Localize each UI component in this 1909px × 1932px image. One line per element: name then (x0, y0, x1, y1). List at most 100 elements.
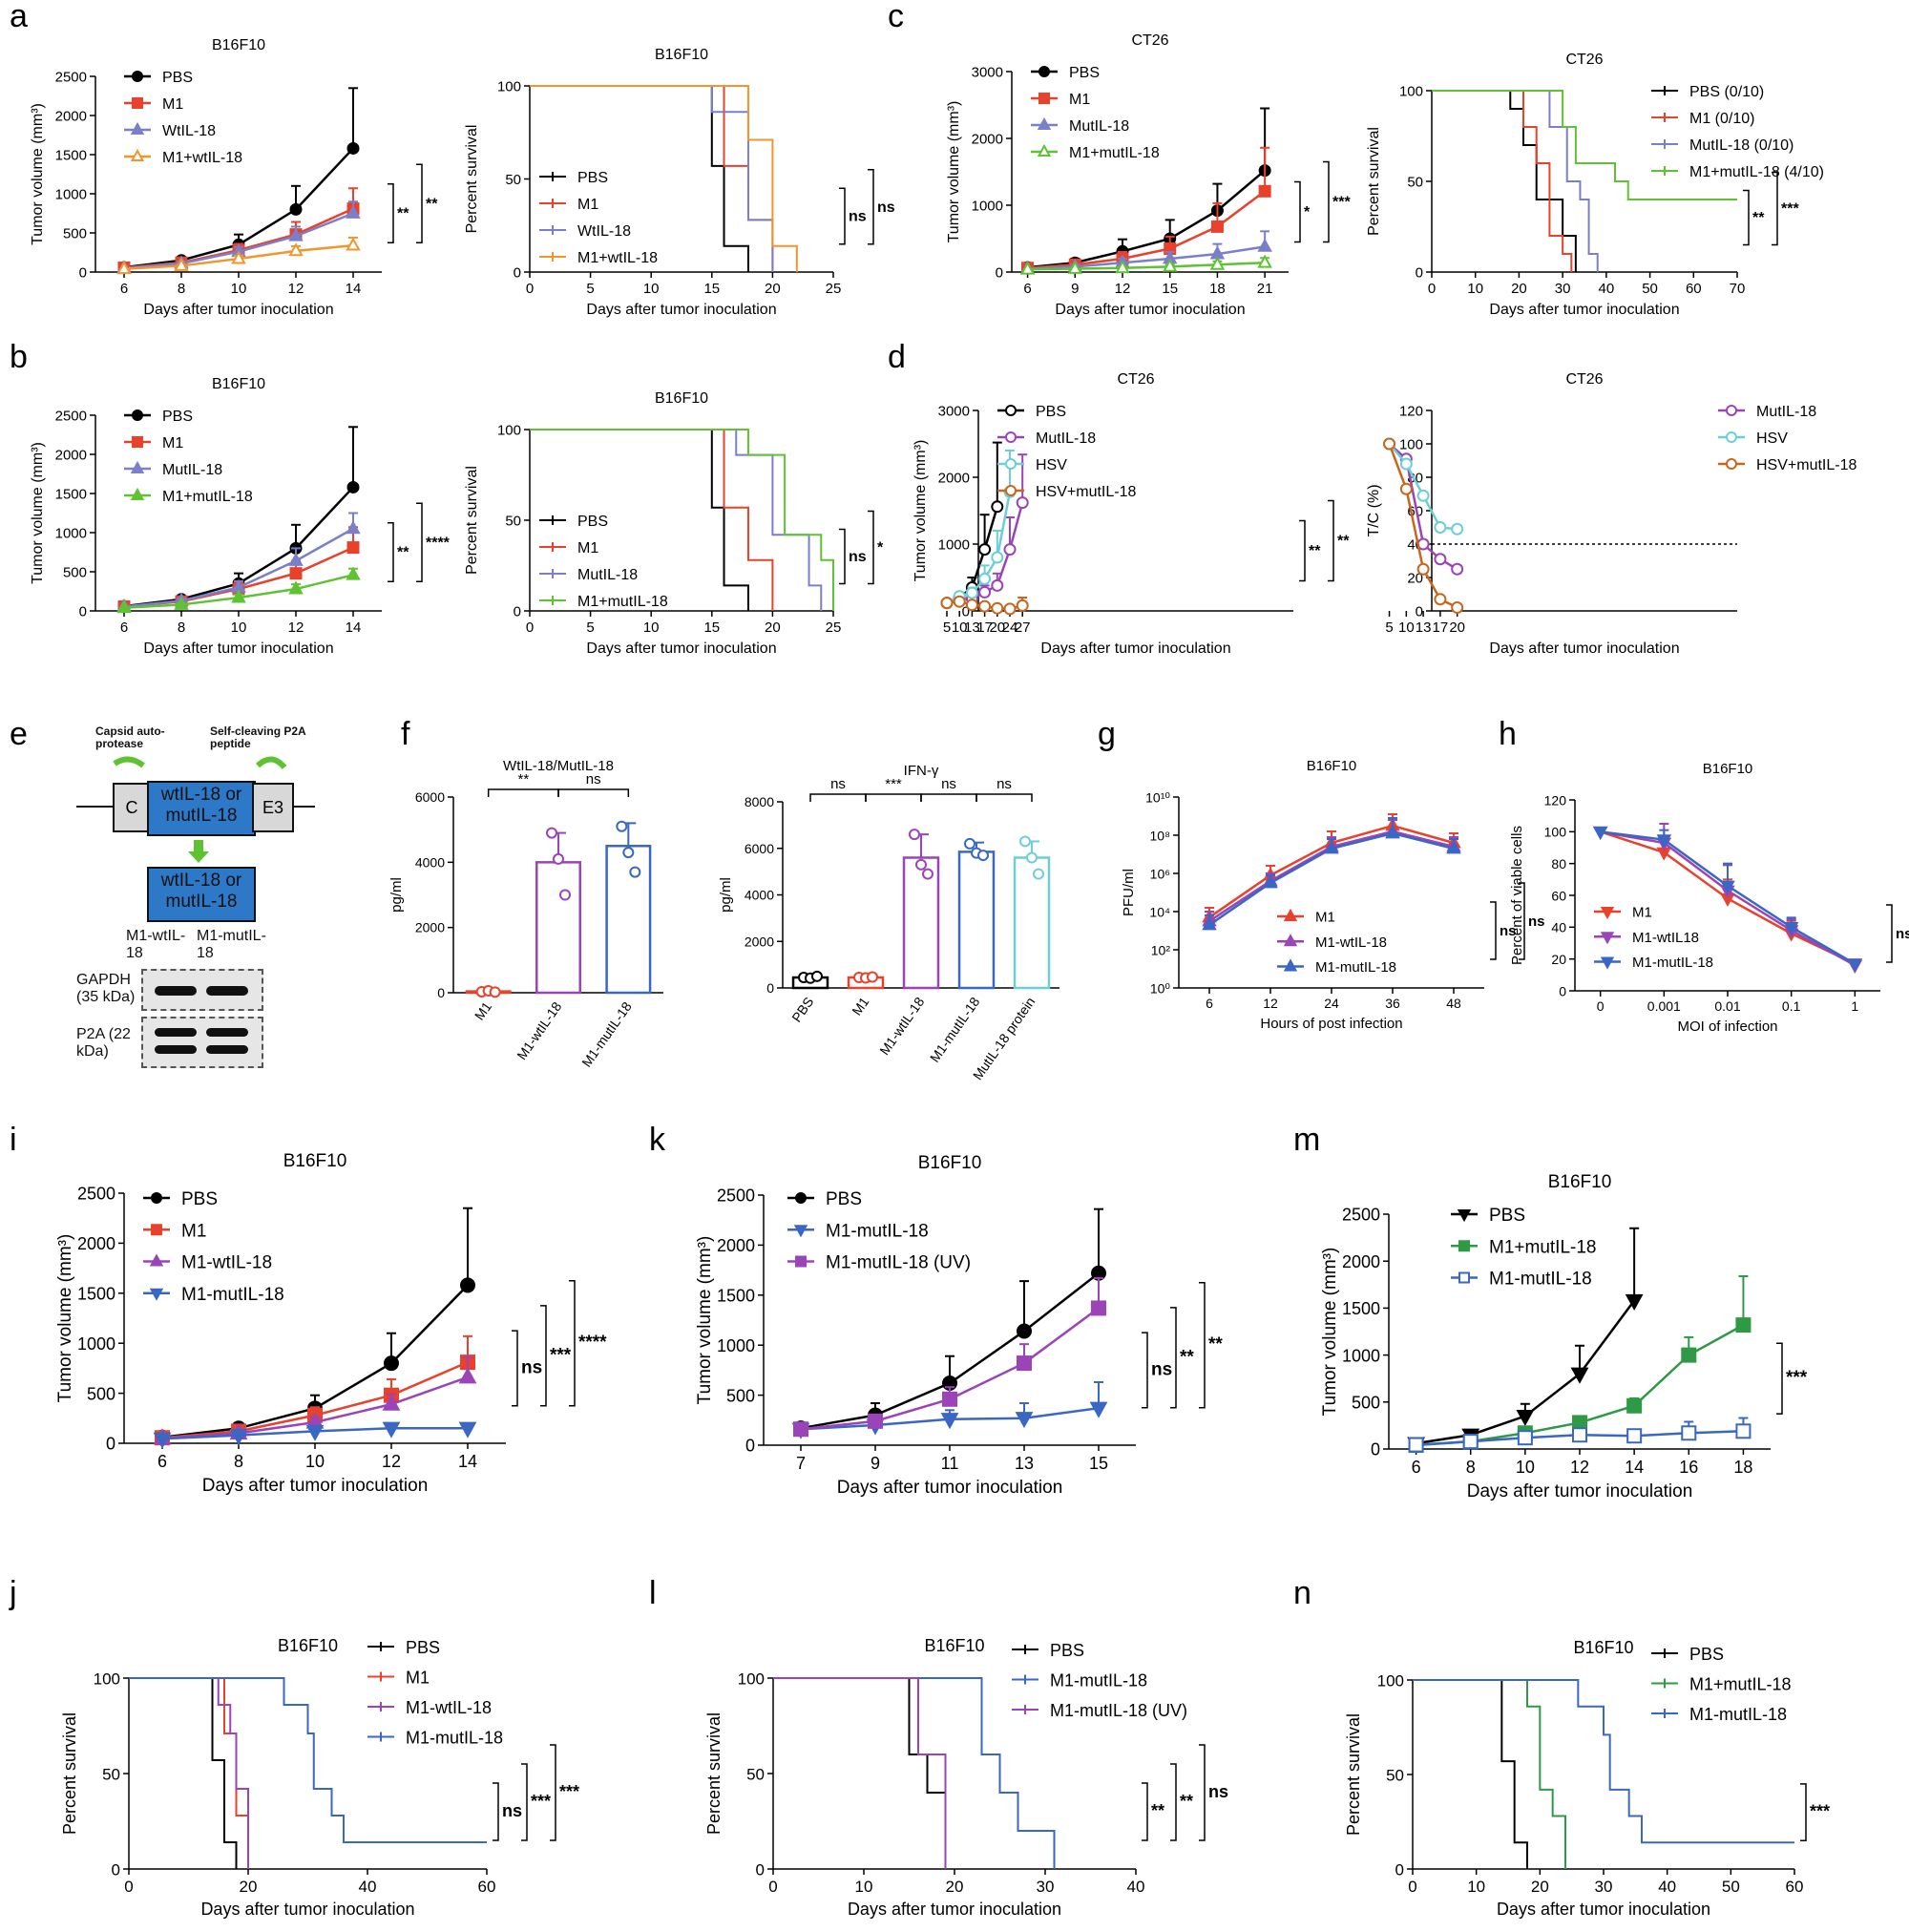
series-line (1388, 443, 1458, 531)
category-label: MutIL-18 protein (970, 995, 1038, 1083)
data-point (964, 837, 975, 850)
survival-curve-m1 (530, 429, 774, 611)
panel-letter-i: i (10, 1122, 17, 1158)
chart-title: B16F10 (278, 1636, 338, 1655)
p2a-arrow-icon (255, 756, 287, 770)
survival-curve-m1-mutil-18 (1413, 1679, 1794, 1844)
sig-bracket (975, 793, 1033, 802)
sig-label: ns (996, 776, 1012, 792)
survival-curve-pbs-0-10- (1432, 90, 1577, 272)
legend-label: HSV (1036, 457, 1067, 473)
y-tick-label: 0 (1416, 265, 1423, 282)
x-tick-label: 8 (234, 1452, 243, 1471)
data-point (1115, 260, 1130, 274)
x-tick-label: 0.01 (1714, 998, 1740, 1014)
y-tick-label: 50 (1386, 1766, 1404, 1784)
x-tick-label: 15 (703, 281, 720, 297)
data-point (1202, 916, 1217, 931)
legend-label: M1 (162, 96, 183, 113)
sig-bracket (1772, 171, 1778, 246)
legend-marker (1726, 431, 1737, 443)
legend-marker (793, 1225, 808, 1238)
sig-bracket (388, 522, 394, 582)
data-point (1434, 521, 1447, 534)
data-point (288, 242, 304, 257)
legend-marker (1600, 956, 1615, 970)
data-point (1017, 1355, 1032, 1372)
data-point (288, 580, 304, 595)
data-point (231, 589, 246, 603)
legend-label: PBS (162, 70, 193, 86)
y-tick-label: 100 (94, 1670, 120, 1688)
legend-label: PBS (406, 1638, 440, 1657)
chart-title: B16F10 (1703, 761, 1753, 777)
sig-label: * (877, 540, 884, 556)
sig-label: ** (1752, 210, 1765, 226)
y-axis-label: Tumor volume (mm³) (1320, 1248, 1340, 1417)
x-tick-label: 6 (120, 281, 128, 297)
sig-bracket (868, 169, 874, 245)
x-tick-label: 15 (1089, 1454, 1108, 1473)
data-point (1016, 496, 1029, 510)
category-label: M1 (472, 998, 494, 1022)
legend-label: MutIL-18 (577, 567, 638, 583)
legend-label: M1-mutIL-18 (826, 1221, 929, 1241)
y-tick-label: 50 (1407, 175, 1423, 191)
data-point (489, 986, 501, 998)
x-tick-label: 12 (288, 620, 304, 636)
data-point (174, 596, 189, 610)
y-tick-label: 10⁸ (1150, 828, 1171, 843)
series-m1-wtil-18 (116, 236, 361, 275)
x-tick-label: 15 (1162, 281, 1178, 297)
sig-bracket (388, 183, 394, 243)
x-axis-label: Days after tumor inoculation (1467, 1481, 1693, 1502)
legend-label: M1-mutIL-18 (1689, 1705, 1787, 1724)
gapdh-label: GAPDH (35 kDa) (76, 972, 136, 1005)
x-tick-label: 6 (1023, 281, 1031, 297)
legend-label: PBS (1069, 65, 1100, 81)
legend-marker (1283, 958, 1298, 972)
data-point (1209, 256, 1226, 270)
sig-bracket (416, 502, 423, 582)
x-tick-label: 30 (1595, 1878, 1613, 1896)
e3-box: E3 (252, 783, 294, 832)
sig-bracket (550, 1744, 556, 1841)
x-tick-label: 16 (1679, 1458, 1698, 1477)
data-point (868, 1413, 883, 1429)
sig-bracket (493, 1782, 499, 1841)
legend-label: PBS (1689, 1645, 1724, 1664)
y-tick-label: 100 (497, 423, 521, 439)
survival-curve-pbs (773, 1677, 947, 1869)
y-axis-label: Tumor volume (mm³) (946, 101, 962, 243)
y-axis-label: Tumor volume (mm³) (695, 1236, 715, 1405)
survival-curve-m1-mutil-18-uv- (773, 1677, 947, 1869)
data-point (1681, 1347, 1697, 1363)
panel-letter-m: m (1293, 1122, 1320, 1158)
x-tick-label: 40 (1127, 1878, 1145, 1896)
legend-label: HSV+mutIL-18 (1756, 457, 1857, 473)
data-point (1003, 543, 1017, 556)
sig-label: ** (1180, 1347, 1194, 1367)
y-tick-label: 0 (745, 1437, 755, 1456)
data-point (1324, 840, 1339, 854)
x-tick-label: 10 (952, 620, 968, 636)
y-tick-label: 0 (1395, 1860, 1404, 1879)
data-point (346, 204, 361, 219)
legend-label: HSV (1756, 430, 1788, 447)
data-point (174, 257, 189, 271)
legend-label: M1-mutIL-18 (UV) (826, 1253, 971, 1273)
x-tick-label: 13 (964, 620, 980, 636)
chart-title: CT26 (1117, 371, 1154, 388)
y-axis-label: pg/ml (388, 877, 405, 913)
chart-title: WtIL-18/MutIL-18 (503, 758, 614, 774)
series-line (1027, 261, 1266, 271)
y-tick-label: 6000 (745, 841, 774, 856)
y-tick-label: 0 (514, 604, 521, 620)
x-tick-label: 20 (1531, 1878, 1549, 1896)
data-point (811, 970, 823, 982)
series-pbs (1021, 107, 1271, 274)
y-tick-label: 3000 (938, 404, 970, 420)
data-point (1162, 258, 1178, 272)
legend-label: M1+wtIL-18 (577, 250, 658, 266)
